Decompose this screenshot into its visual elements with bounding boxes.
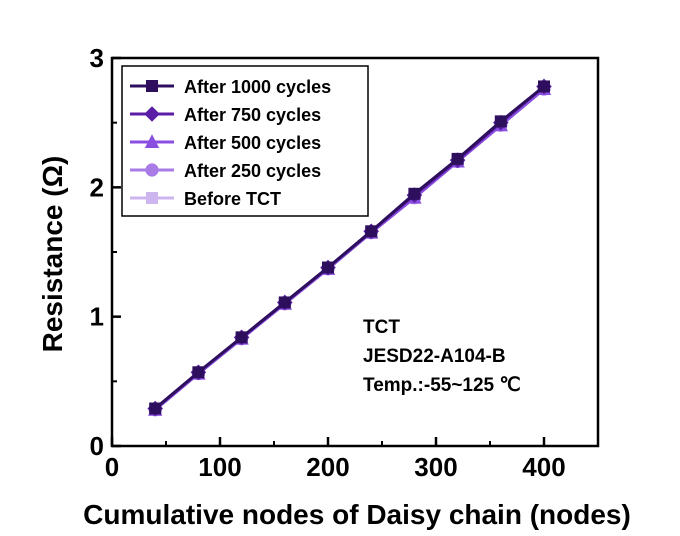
x-tick-label: 400 (522, 452, 565, 482)
data-point-after-1000-cycles (494, 115, 507, 128)
data-point-after-1000-cycles (235, 331, 248, 344)
legend-marker (144, 134, 160, 148)
legend-entry: Before TCT (130, 189, 281, 209)
y-tick-label: 2 (90, 172, 104, 202)
x-tick-label: 100 (198, 452, 241, 482)
legend-marker (146, 192, 158, 204)
legend-entry: After 750 cycles (130, 105, 321, 125)
data-point-after-1000-cycles (451, 152, 464, 165)
x-tick-label: 0 (105, 452, 119, 482)
legend-marker (145, 163, 159, 177)
y-tick-label: 0 (90, 431, 104, 461)
data-point-after-1000-cycles (322, 261, 334, 274)
data-point-after-1000-cycles (192, 366, 205, 379)
legend-label: After 250 cycles (184, 161, 321, 181)
y-axis-label: Resistance (Ω) (37, 156, 68, 353)
legend-marker (144, 106, 160, 122)
legend-label: Before TCT (184, 189, 281, 209)
legend-label: After 500 cycles (184, 133, 321, 153)
ticks-layer: 0 100 200 300 400 0 1 2 3 (90, 43, 566, 482)
legend-label: After 750 cycles (184, 105, 321, 125)
legend: After 1000 cycles After 750 cycles After 5… (121, 65, 369, 217)
x-tick-label: 300 (414, 452, 457, 482)
annotation-tct: TCT (363, 317, 400, 338)
data-point-after-1000-cycles (278, 296, 291, 309)
y-tick-label: 1 (90, 302, 104, 332)
data-point-after-1000-cycles (149, 402, 162, 415)
legend-entry: After 1000 cycles (130, 77, 331, 97)
y-tick-label: 3 (90, 43, 104, 73)
data-point-after-1000-cycles (408, 187, 421, 200)
x-tick-label: 200 (306, 452, 349, 482)
legend-marker (146, 80, 158, 92)
annotation-temperature: Temp.:-55~125 ℃ (363, 375, 521, 396)
series-layer (147, 78, 552, 417)
legend-label: After 1000 cycles (184, 77, 331, 97)
annotation-standard: JESD22-A104-B (363, 346, 506, 367)
x-axis-label: Cumulative nodes of Daisy chain (nodes) (83, 499, 631, 530)
series-line-after-1000-cycles (154, 85, 545, 410)
data-point-after-1000-cycles (538, 80, 550, 93)
series-after-1000-cycles (149, 80, 550, 415)
legend-entry: After 500 cycles (130, 133, 321, 153)
legend-entry: After 250 cycles (130, 161, 321, 181)
data-point-after-1000-cycles (365, 225, 378, 238)
